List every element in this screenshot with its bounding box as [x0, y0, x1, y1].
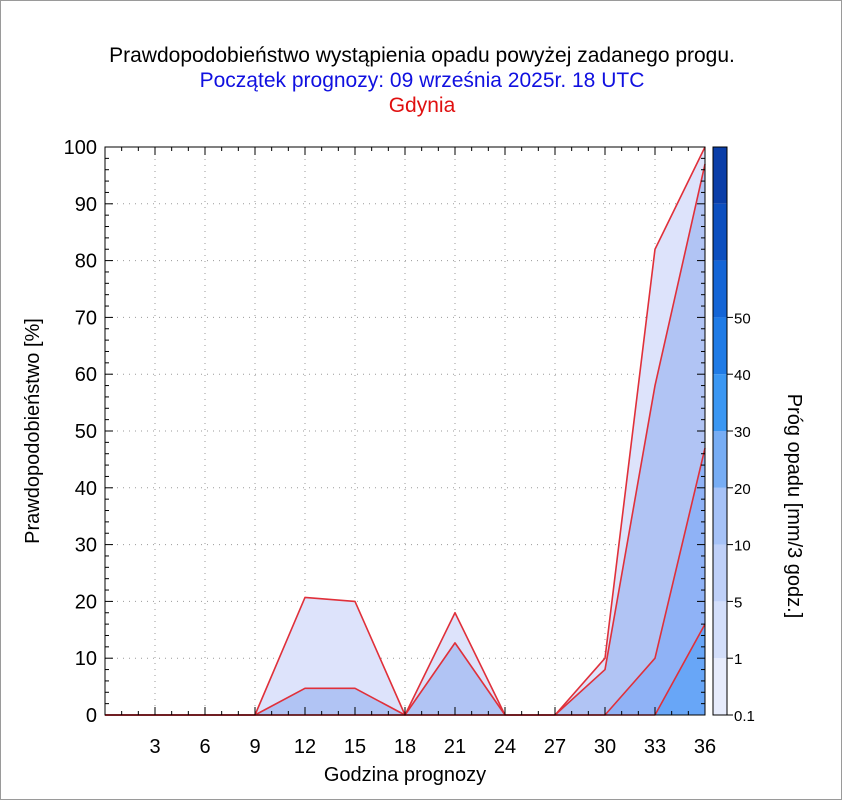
probability-areas — [105, 147, 705, 716]
x-tick-label: 6 — [199, 736, 210, 758]
colorbar-tick-label: 0.1 — [734, 708, 755, 725]
y-axis-label: Prawdopodobieństwo [%] — [22, 318, 44, 544]
x-axis-label: Godzina prognozy — [324, 764, 486, 786]
colorbar-tick-label: 30 — [734, 424, 751, 441]
location-subtitle: Gdynia — [388, 94, 456, 117]
minor-ticks — [104, 146, 706, 716]
colorbar-band — [713, 203, 727, 261]
x-tick-label: 18 — [394, 736, 416, 758]
y-tick-label: 10 — [75, 648, 97, 670]
y-tick-label: 20 — [75, 591, 97, 613]
colorbar-band — [713, 317, 727, 375]
colorbar-tick-label: 50 — [734, 310, 751, 327]
colorbar-tick-label: 10 — [734, 538, 751, 555]
colorbar-tick-label: 5 — [734, 594, 742, 611]
y-tick-label: 80 — [75, 251, 97, 273]
colorbar-band — [713, 487, 727, 545]
x-tick-label: 3 — [149, 736, 160, 758]
x-tick-label: 27 — [544, 736, 566, 758]
y-tick-label: 0 — [86, 705, 97, 727]
colorbar-band — [713, 147, 727, 204]
colorbar-band — [713, 544, 727, 602]
y-tick-label: 40 — [75, 478, 97, 500]
colorbar-tick-label: 40 — [734, 367, 751, 384]
colorbar-tick-labels: 0.1 1 5 10 20 30 40 50 — [727, 310, 755, 725]
colorbar — [712, 146, 728, 716]
y-tick-label: 50 — [75, 421, 97, 443]
x-tick-label: 12 — [294, 736, 316, 758]
y-axis-tick-labels: 0 10 20 30 40 50 60 70 80 90 100 — [64, 137, 97, 727]
chart-title: Prawdopodobieństwo wystąpienia opadu pow… — [109, 44, 735, 67]
colorbar-band — [713, 601, 727, 659]
colorbar-band — [713, 374, 727, 431]
x-tick-label: 36 — [694, 736, 716, 758]
colorbar-label: Próg opadu [mm/3 godz.] — [783, 394, 805, 619]
x-tick-label: 15 — [344, 736, 366, 758]
y-tick-label: 90 — [75, 194, 97, 216]
x-axis-tick-labels: 3 6 9 12 15 18 21 24 27 30 33 36 — [149, 736, 716, 758]
y-tick-label: 30 — [75, 535, 97, 557]
forecast-start-subtitle: Początek prognozy: 09 września 2025r. 18… — [199, 69, 645, 92]
colorbar-band — [713, 260, 727, 318]
area-threshold-5 — [105, 448, 705, 715]
x-tick-label: 24 — [494, 736, 516, 758]
x-tick-label: 21 — [444, 736, 466, 758]
area-threshold-1 — [105, 164, 705, 716]
colorbar-band — [713, 431, 727, 488]
colorbar-band — [713, 658, 727, 715]
colorbar-tick-label: 1 — [734, 651, 742, 668]
y-tick-label: 70 — [75, 307, 97, 329]
y-tick-label: 60 — [75, 364, 97, 386]
colorbar-tick-label: 20 — [734, 481, 751, 498]
x-tick-label: 9 — [249, 736, 260, 758]
x-tick-label: 30 — [594, 736, 616, 758]
y-tick-label: 100 — [64, 137, 97, 159]
x-tick-label: 33 — [644, 736, 666, 758]
